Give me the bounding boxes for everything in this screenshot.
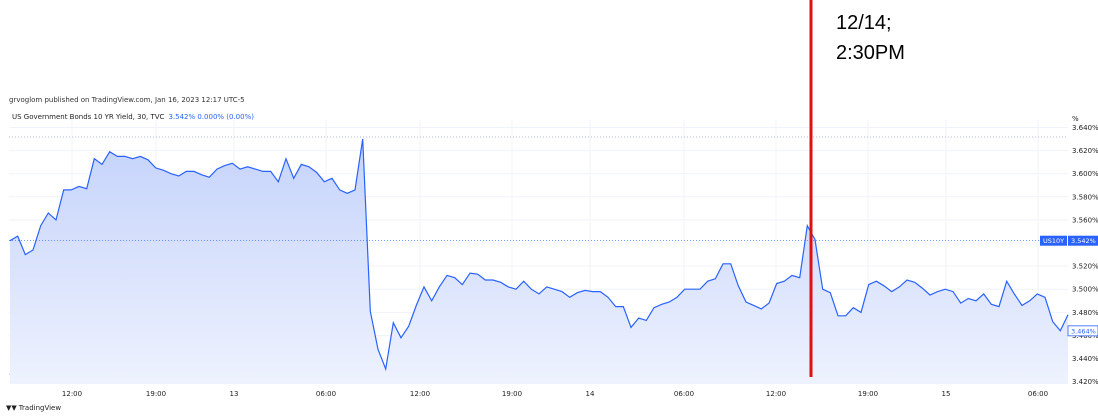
x-tick-label: 12:00: [410, 390, 430, 398]
x-tick-label: 12:00: [766, 390, 786, 398]
y-tick-label: 3.520%: [1072, 263, 1098, 271]
series-area-fill: [10, 139, 1068, 384]
y-tick-label: 3.640%: [1072, 124, 1098, 132]
x-tick-label: 12:00: [62, 390, 82, 398]
x-tick-label: 14: [586, 390, 595, 398]
x-tick-label: 06:00: [674, 390, 694, 398]
x-tick-label: 06:00: [316, 390, 336, 398]
y-tick-label: 3.420%: [1072, 378, 1098, 386]
x-tick-label: 06:00: [1028, 390, 1048, 398]
last-value-label: 3.542%: [1071, 237, 1096, 245]
symbol-label: US10Y: [1043, 237, 1064, 245]
y-tick-label: 3.600%: [1072, 170, 1098, 178]
tradingview-logo-icon: ▼▼: [6, 404, 17, 412]
y-tick-label: 3.500%: [1072, 286, 1098, 294]
current-price-label: 3.464%: [1071, 327, 1096, 335]
x-tick-label: 15: [942, 390, 951, 398]
x-tick-label: 19:00: [146, 390, 166, 398]
x-tick-label: 19:00: [858, 390, 878, 398]
tradingview-footer: ▼▼ TradingView: [6, 404, 61, 412]
y-tick-label: 3.480%: [1072, 309, 1098, 317]
y-tick-label: 3.440%: [1072, 355, 1098, 363]
y-tick-label: 3.560%: [1072, 216, 1098, 224]
y-axis-unit: %: [1072, 115, 1079, 123]
y-tick-label: 3.620%: [1072, 147, 1098, 155]
x-tick-label: 13: [230, 390, 239, 398]
footer-brand: TradingView: [19, 404, 61, 412]
x-tick-label: 19:00: [502, 390, 522, 398]
y-tick-label: 3.580%: [1072, 193, 1098, 201]
